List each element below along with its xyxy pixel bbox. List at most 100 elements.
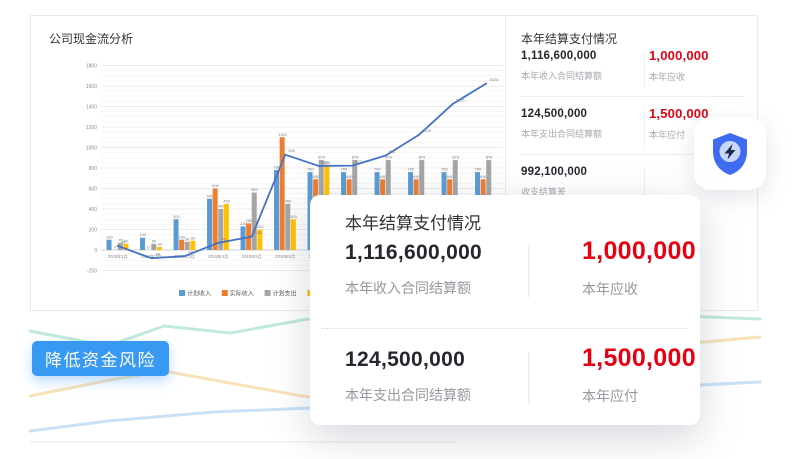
svg-text:760: 760 [408, 167, 415, 172]
svg-text:230: 230 [240, 221, 247, 226]
chart-title: 公司现金流分析 [49, 32, 134, 46]
svg-text:930: 930 [288, 148, 295, 153]
svg-text:300: 300 [290, 214, 297, 219]
svg-text:690: 690 [313, 174, 320, 179]
divider [528, 352, 530, 404]
svg-text:计划收入: 计划收入 [187, 290, 211, 298]
divider [644, 52, 645, 88]
svg-text:2019年4月: 2019年4月 [208, 253, 228, 260]
svg-text:0: 0 [94, 248, 97, 254]
svg-text:80: 80 [185, 236, 190, 241]
svg-text:1624: 1624 [489, 77, 499, 82]
overlay-label: 本年应付 [582, 388, 638, 404]
svg-text:1800: 1800 [86, 63, 97, 69]
svg-text:450: 450 [223, 198, 230, 203]
overlay-value: 124,500,000 [345, 348, 466, 371]
svg-text:0: 0 [114, 245, 117, 250]
svg-text:300: 300 [173, 214, 180, 219]
svg-text:实际收入: 实际收入 [230, 290, 254, 298]
svg-text:40: 40 [121, 239, 126, 244]
svg-text:130: 130 [255, 230, 262, 235]
svg-text:-200: -200 [87, 268, 97, 274]
stat-label: 本年应收 [649, 72, 686, 82]
svg-text:-60: -60 [188, 250, 195, 255]
stat-label: 本年收入合同结算额 [521, 71, 603, 81]
divider [528, 245, 530, 297]
svg-text:600: 600 [212, 183, 219, 188]
svg-text:879: 879 [318, 154, 325, 159]
svg-text:820: 820 [322, 159, 329, 164]
svg-text:0: 0 [147, 245, 150, 250]
divider [644, 168, 645, 200]
separator [521, 96, 743, 97]
svg-text:2019年1月: 2019年1月 [108, 253, 128, 260]
svg-text:760: 760 [341, 167, 348, 172]
svg-text:760: 760 [441, 167, 448, 172]
svg-text:2019年2月: 2019年2月 [141, 253, 161, 260]
overlay-title: 本年结算支付情况 [345, 214, 481, 233]
stat-value: 1,000,000 [649, 48, 709, 63]
svg-text:760: 760 [475, 167, 482, 172]
svg-text:879: 879 [419, 154, 426, 159]
stat-label: 收支结算差 [521, 187, 567, 197]
svg-text:200: 200 [257, 224, 264, 229]
svg-text:760: 760 [307, 167, 314, 172]
svg-text:690: 690 [346, 174, 353, 179]
svg-text:1600: 1600 [86, 84, 97, 90]
svg-text:879: 879 [486, 154, 493, 159]
stat-label: 本年支出合同结算额 [521, 129, 603, 139]
stat-payable: 1,500,000 本年应付 [649, 106, 709, 141]
svg-text:800: 800 [89, 166, 98, 172]
svg-text:计划支出: 计划支出 [273, 290, 297, 298]
svg-text:1100: 1100 [278, 132, 287, 137]
stat-receivable: 1,000,000 本年应收 [649, 48, 709, 83]
stat-value: 1,500,000 [649, 106, 709, 121]
overlay-income-settlement: 1,116,600,000 本年收入合同结算额 [345, 241, 482, 298]
security-badge [694, 118, 766, 190]
svg-text:120: 120 [140, 232, 147, 237]
settlement-overlay-card: 本年结算支付情况 1,116,600,000 本年收入合同结算额 1,000,0… [310, 195, 700, 425]
svg-text:780: 780 [274, 165, 281, 170]
divider [644, 110, 645, 146]
stat-expense-settlement: 124,500,000 本年支出合同结算额 [521, 108, 602, 140]
svg-text:1200: 1200 [86, 125, 97, 131]
svg-text:879: 879 [352, 154, 359, 159]
svg-text:100: 100 [106, 234, 113, 239]
stats-panel: 本年结算支付情况 1,116,600,000 本年收入合同结算额 1,000,0… [505, 16, 759, 310]
svg-text:100: 100 [179, 234, 186, 239]
stat-value: 124,500,000 [521, 108, 588, 120]
svg-text:60: 60 [124, 238, 129, 243]
svg-text:690: 690 [480, 174, 487, 179]
svg-text:823: 823 [355, 159, 362, 164]
overlay-receivable: 1,000,000 本年应收 [582, 237, 696, 299]
overlay-value: 1,000,000 [582, 237, 696, 265]
overlay-value: 1,116,600,000 [345, 241, 483, 264]
svg-text:400: 400 [218, 204, 225, 209]
overlay-expense-settlement: 124,500,000 本年支出合同结算额 [345, 348, 471, 405]
overlay-value: 1,500,000 [582, 344, 696, 372]
svg-text:1126: 1126 [422, 128, 431, 133]
svg-text:1400: 1400 [86, 104, 97, 110]
overlay-label: 本年收入合同结算额 [345, 280, 471, 296]
overlay-label: 本年应收 [582, 281, 638, 297]
stat-value: 1,116,600,000 [521, 50, 597, 62]
shield-lightning-icon [713, 133, 747, 175]
svg-text:690: 690 [413, 174, 420, 179]
svg-text:2019年5月: 2019年5月 [242, 253, 262, 260]
stat-income-settlement: 1,116,600,000 本年收入合同结算额 [521, 50, 602, 82]
stats-panel-title: 本年结算支付情况 [521, 32, 618, 46]
overlay-payable: 1,500,000 本年应付 [582, 344, 696, 406]
svg-text:60: 60 [152, 238, 157, 243]
svg-text:820: 820 [324, 160, 331, 165]
svg-text:1425: 1425 [456, 97, 466, 102]
svg-text:760: 760 [374, 167, 381, 172]
svg-text:690: 690 [380, 174, 387, 179]
svg-text:70: 70 [118, 237, 123, 242]
svg-text:90: 90 [191, 235, 196, 240]
svg-text:200: 200 [89, 227, 98, 233]
svg-text:879: 879 [385, 154, 392, 159]
svg-text:690: 690 [447, 174, 454, 179]
svg-text:-80: -80 [154, 252, 161, 257]
stat-value: 992,100,000 [521, 166, 588, 178]
separator [322, 328, 688, 329]
